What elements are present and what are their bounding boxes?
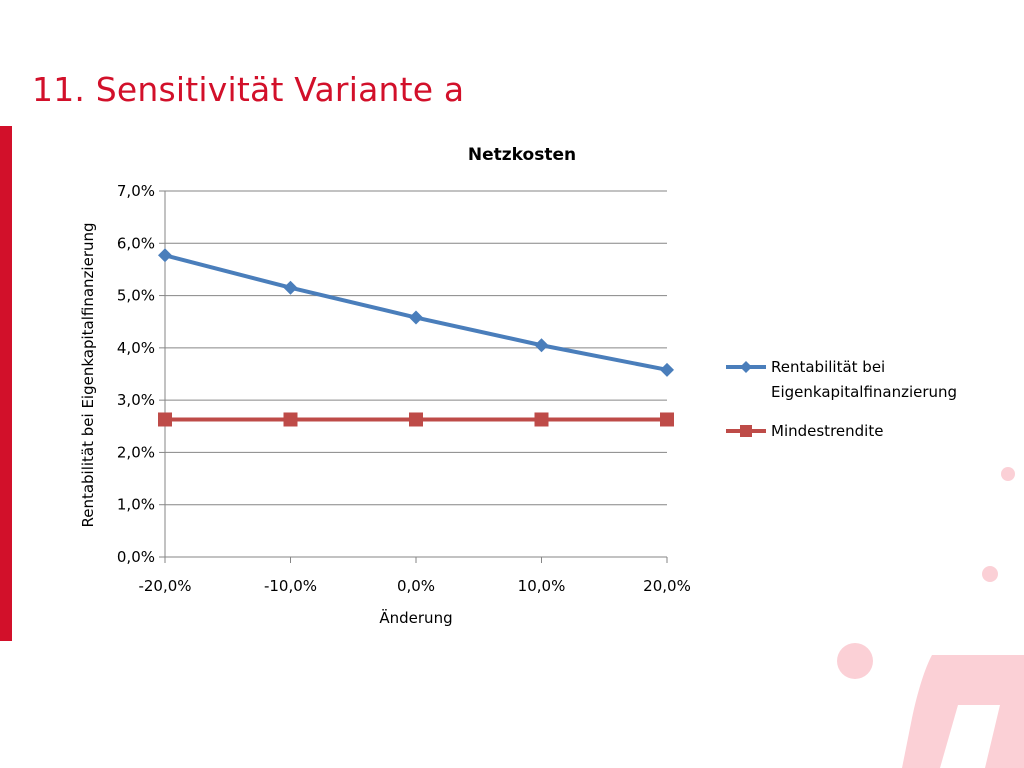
data-point-diamond xyxy=(158,248,172,263)
x-tick-label: 10,0% xyxy=(518,577,566,595)
gridlines xyxy=(165,190,667,506)
decoration-dot-large xyxy=(837,643,873,679)
data-point-square xyxy=(283,412,298,427)
x-tick-label: 20,0% xyxy=(643,577,691,595)
data-point-square xyxy=(158,412,172,427)
series-layer xyxy=(158,248,674,427)
x-tick-label: 0,0% xyxy=(397,577,435,595)
y-tick-label: 4,0% xyxy=(117,339,155,357)
data-point-diamond xyxy=(534,338,549,353)
legend-marker-square xyxy=(740,425,752,437)
chart-title: Netzkosten xyxy=(468,145,576,165)
decoration-logo-shape xyxy=(902,655,1024,768)
y-tick-label: 5,0% xyxy=(117,287,155,305)
data-point-square xyxy=(660,412,674,427)
x-tick-label: -10,0% xyxy=(264,577,317,595)
data-point-diamond xyxy=(660,362,674,377)
data-point-diamond xyxy=(409,310,423,325)
y-tick-label: 3,0% xyxy=(117,391,155,409)
slide-title: 11. Sensitivität Variante a xyxy=(32,70,465,109)
y-axis-label: Rentabilität bei Eigenkapitalfinanzierun… xyxy=(79,222,97,527)
y-tick-label: 1,0% xyxy=(117,496,155,514)
legend: Rentabilität bei Eigenkapitalfinanzierung… xyxy=(726,358,957,440)
y-tick-label: 0,0% xyxy=(117,548,155,566)
data-point-square xyxy=(409,412,423,427)
legend-label: Rentabilität bei xyxy=(771,358,885,376)
legend-marker-diamond xyxy=(740,361,752,373)
x-axis-label: Änderung xyxy=(379,608,452,627)
data-point-diamond xyxy=(283,280,298,295)
y-tick-label: 7,0% xyxy=(117,182,155,200)
tick-labels: 0,0% 1,0% 2,0% 3,0% 4,0% 5,0% 6,0% 7,0% -20,0% -1… xyxy=(117,182,691,595)
legend-label: Mindestrendite xyxy=(771,422,883,440)
legend-label: Eigenkapitalfinanzierung xyxy=(771,383,957,401)
y-tick-label: 6,0% xyxy=(117,234,155,252)
data-point-square xyxy=(534,412,549,427)
y-tick-label: 2,0% xyxy=(117,443,155,461)
decoration-dot-half xyxy=(982,566,998,582)
decoration-dot-small xyxy=(1001,467,1015,481)
x-tick-label: -20,0% xyxy=(138,577,191,595)
axes xyxy=(159,190,668,563)
accent-bar xyxy=(0,126,12,641)
